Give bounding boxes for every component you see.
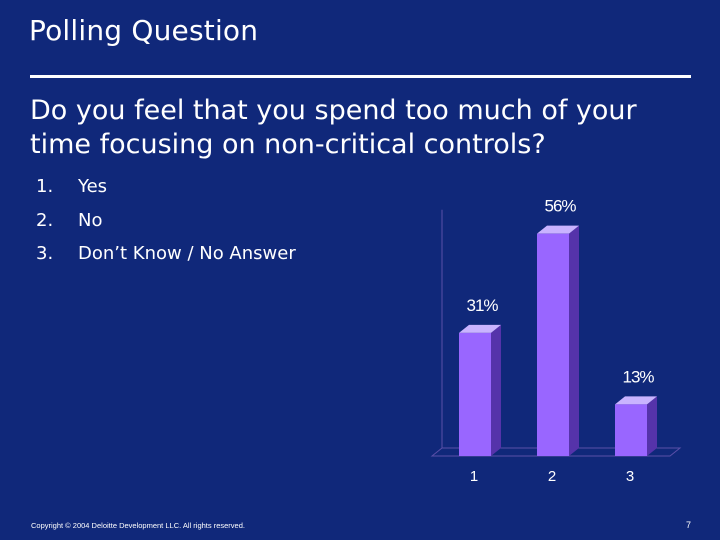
- x-tick-label: 2: [548, 468, 556, 485]
- x-tick-label: 1: [470, 468, 478, 485]
- bar-top: [459, 324, 501, 333]
- data-label: 56%: [544, 197, 576, 216]
- option-label: Yes: [78, 176, 108, 197]
- option-label: Don’t Know / No Answer: [78, 243, 296, 264]
- option-item: 2. No: [36, 210, 296, 244]
- bar-side: [491, 324, 501, 456]
- x-tick-label: 3: [626, 468, 634, 485]
- option-label: No: [78, 209, 103, 231]
- answer-options: 1. Yes 2. No 3. Don’t Know / No Answer: [36, 176, 296, 277]
- page-number: 7: [686, 520, 692, 530]
- option-number: 1.: [36, 176, 54, 197]
- bar-top: [615, 396, 657, 405]
- bar-side: [647, 396, 657, 456]
- bar: [537, 233, 569, 456]
- data-label: 31%: [466, 296, 498, 315]
- data-label: 13%: [622, 367, 654, 386]
- bar: [459, 332, 491, 456]
- chart-floor: [430, 447, 682, 457]
- bar-top: [537, 225, 579, 234]
- option-item: 3. Don’t Know / No Answer: [36, 243, 296, 277]
- slide-title: Polling Question: [29, 14, 259, 47]
- option-number: 3.: [36, 243, 54, 264]
- option-item: 1. Yes: [36, 176, 296, 210]
- question-text: Do you feel that you spend too much of y…: [30, 95, 637, 160]
- bar-side: [569, 225, 579, 456]
- option-number: 2.: [36, 209, 54, 231]
- title-divider: [30, 75, 691, 78]
- bar: [615, 404, 647, 456]
- copyright-footer: Copyright © 2004 Deloitte Development LL…: [31, 521, 245, 530]
